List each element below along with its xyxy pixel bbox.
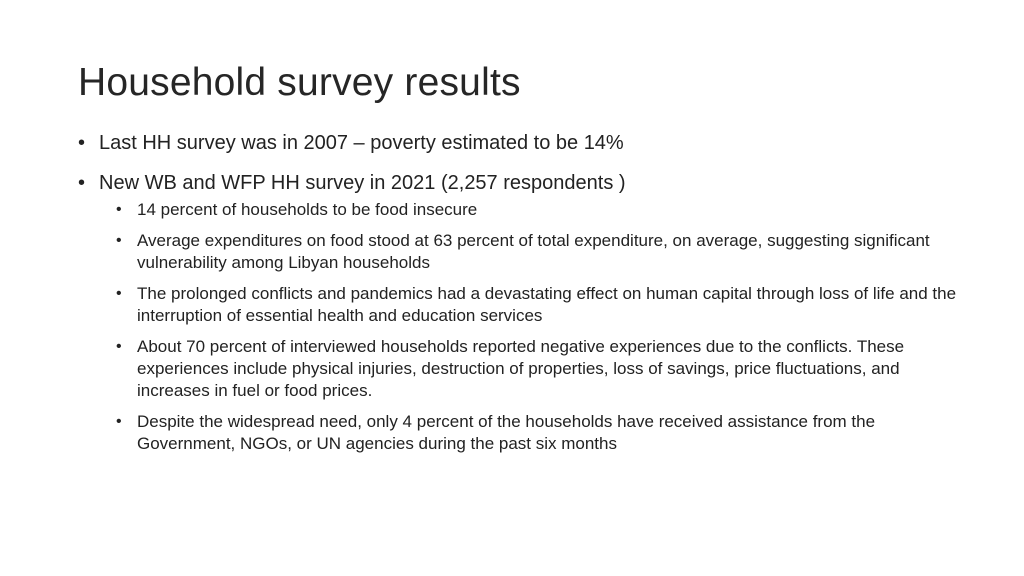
slide-title: Household survey results: [78, 61, 521, 104]
sub-bullet-item: 14 percent of households to be food inse…: [116, 199, 958, 221]
bullet-item: New WB and WFP HH survey in 2021 (2,257 …: [78, 168, 958, 455]
sub-bullet-item: About 70 percent of interviewed househol…: [116, 336, 958, 402]
sub-bullet-item: The prolonged conflicts and pandemics ha…: [116, 283, 958, 327]
bullet-text: New WB and WFP HH survey in 2021 (2,257 …: [99, 172, 626, 194]
sub-bullet-list: 14 percent of households to be food inse…: [116, 199, 958, 455]
bullet-item: Last HH survey was in 2007 – poverty est…: [78, 128, 958, 159]
sub-bullet-item: Average expenditures on food stood at 63…: [116, 230, 958, 274]
bullet-list: Last HH survey was in 2007 – poverty est…: [78, 128, 958, 455]
sub-bullet-item: Despite the widespread need, only 4 perc…: [116, 411, 958, 455]
bullet-text: Last HH survey was in 2007 – poverty est…: [99, 132, 624, 154]
slide-body: Last HH survey was in 2007 – poverty est…: [78, 128, 958, 464]
